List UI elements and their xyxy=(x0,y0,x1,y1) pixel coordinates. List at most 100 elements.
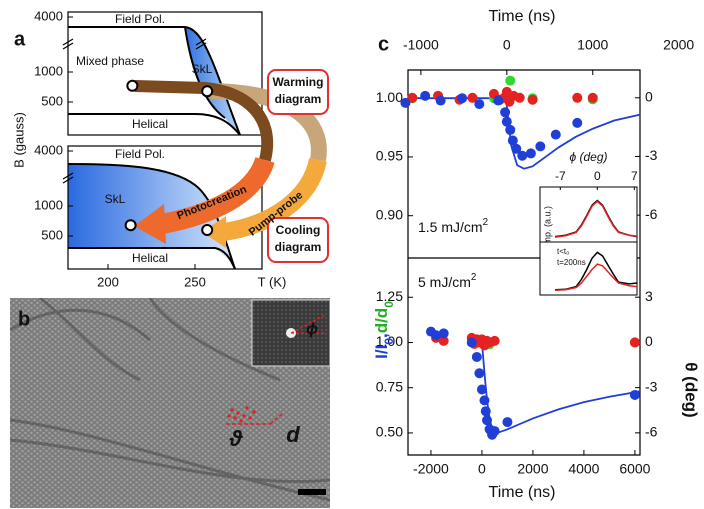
y-tick-label: 1.00 xyxy=(376,89,403,105)
y2-tick-label: -6 xyxy=(645,424,658,440)
fluence-label: 5 mJ/cm2 xyxy=(418,272,476,290)
data-point xyxy=(438,328,449,339)
data-point xyxy=(527,94,538,105)
diagram-label-line: Cooling xyxy=(276,223,321,237)
label-part: 2 xyxy=(483,217,488,228)
y-axis-label: I/I0,d/d0 xyxy=(372,301,396,359)
data-point xyxy=(431,330,442,341)
diagram-label-line: Warming xyxy=(273,75,324,89)
diagram-label: Cooling diagram xyxy=(275,223,322,254)
y2-tick-label: -6 xyxy=(645,206,658,222)
label-part: 0 xyxy=(382,338,396,345)
data-point xyxy=(493,95,504,106)
x-tick-label: 2000 xyxy=(663,37,694,53)
legend-label: t<t₀ xyxy=(557,247,569,256)
state-point xyxy=(124,219,137,232)
diagram-label-boxes xyxy=(267,69,329,263)
region-label: Helical xyxy=(132,251,168,265)
data-point xyxy=(479,395,490,406)
y-tick-label: 500 xyxy=(41,227,63,242)
y-tick-label: 0.90 xyxy=(376,206,403,222)
diagram-label: Warming diagram xyxy=(273,75,324,106)
region-label: Field Pol. xyxy=(115,12,165,26)
data-point xyxy=(480,406,491,417)
data-point xyxy=(505,75,516,86)
data-point xyxy=(400,97,411,108)
x-tick-label: -2000 xyxy=(413,461,449,477)
x-axis-label: T (K) xyxy=(258,274,287,289)
label-part: I/I xyxy=(372,345,391,359)
label-part: 2 xyxy=(471,272,476,283)
x-tick-label: 0 xyxy=(478,461,486,477)
x-axis-label: Time (ns) xyxy=(489,484,556,501)
label-part: 5 mJ/cm xyxy=(418,274,471,290)
y-tick-label: 4000 xyxy=(34,142,63,157)
image-annotation: d xyxy=(286,422,300,447)
y-tick-label: 1000 xyxy=(34,63,63,78)
data-point xyxy=(466,337,477,348)
state-point xyxy=(201,85,214,98)
y-axis-label: B (gauss) xyxy=(11,112,26,168)
data-point xyxy=(420,90,431,101)
y-tick-label: 0.95 xyxy=(376,148,403,164)
x-axis-label: Time (ns) xyxy=(489,8,556,25)
region-label: Mixed phase xyxy=(76,54,144,68)
y2-tick-label: 0 xyxy=(645,88,653,104)
profile-line xyxy=(554,200,638,238)
x-tick-label: -7 xyxy=(555,169,566,183)
x-tick-label: 200 xyxy=(97,274,119,289)
x-tick-label: 2000 xyxy=(517,461,548,477)
data-point xyxy=(471,351,482,362)
data-point xyxy=(629,389,640,400)
phase-diagram-shapes xyxy=(62,11,263,270)
x-tick-label: 1000 xyxy=(577,37,608,53)
image-annotation: ϕ xyxy=(306,321,318,338)
data-point xyxy=(550,129,561,140)
label-part: 1.5 mJ/cm xyxy=(418,219,483,235)
data-point xyxy=(511,143,522,154)
image-annotation: ϑ xyxy=(228,426,243,451)
data-point xyxy=(438,335,449,346)
diagram-label-line: diagram xyxy=(275,240,322,254)
y2-tick-label: 0 xyxy=(645,333,653,349)
y-tick-label: 0.75 xyxy=(376,378,403,394)
diagram-label-line: diagram xyxy=(275,92,322,106)
data-point xyxy=(500,107,511,118)
y-tick-label: 1.25 xyxy=(376,288,403,304)
data-point xyxy=(457,93,468,104)
label-part: , xyxy=(372,333,391,338)
data-point xyxy=(489,335,500,346)
y-tick-label: 1.00 xyxy=(376,333,403,349)
x-tick-label: 250 xyxy=(184,274,206,289)
data-point xyxy=(482,415,493,426)
data-point xyxy=(407,92,418,103)
data-point xyxy=(517,150,528,161)
data-point xyxy=(587,92,598,103)
data-point xyxy=(501,116,512,127)
data-point xyxy=(476,384,487,395)
x-tick-label: 4000 xyxy=(568,461,599,477)
panel-label: a xyxy=(14,28,26,50)
y2-axis-label: θ (deg) xyxy=(682,362,701,417)
data-point xyxy=(525,148,536,159)
inset-frame xyxy=(539,241,638,296)
plot-frame xyxy=(407,258,641,456)
y-axis-label: Bragg amp. (a.u.) xyxy=(542,206,552,276)
region-label: SkL xyxy=(105,192,126,206)
data-point xyxy=(505,124,516,135)
data-point xyxy=(489,426,500,437)
panel-label: c xyxy=(378,33,389,55)
data-point xyxy=(535,141,546,152)
x-tick-label: 6000 xyxy=(619,461,650,477)
panel-label: b xyxy=(18,308,30,330)
data-point xyxy=(474,99,485,110)
data-point xyxy=(474,368,485,379)
data-point xyxy=(572,92,583,103)
data-point xyxy=(507,135,518,146)
fluence-label: 1.5 mJ/cm2 xyxy=(418,217,488,235)
data-point xyxy=(467,92,478,103)
data-point xyxy=(435,95,446,106)
data-point xyxy=(502,417,513,428)
region-label: SkL xyxy=(192,62,213,76)
